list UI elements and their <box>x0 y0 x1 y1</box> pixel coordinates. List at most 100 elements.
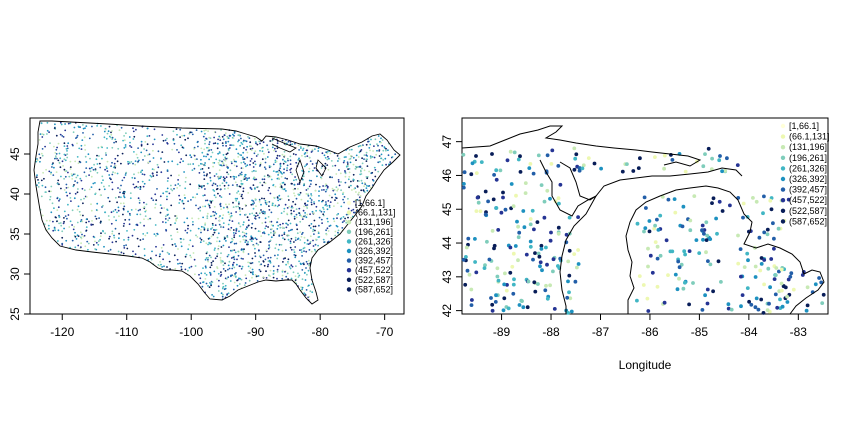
data-point <box>291 265 294 268</box>
data-point <box>213 136 216 139</box>
data-point <box>319 209 321 212</box>
data-point <box>357 156 360 158</box>
data-point <box>309 227 312 229</box>
data-point <box>276 277 278 280</box>
data-point <box>234 181 237 184</box>
data-point <box>223 134 226 137</box>
data-point <box>79 220 82 223</box>
data-point <box>245 277 248 280</box>
data-point <box>208 143 211 146</box>
data-point <box>267 233 270 236</box>
data-point <box>365 158 368 161</box>
data-point <box>129 141 131 144</box>
data-point <box>202 267 204 269</box>
data-point <box>262 276 265 278</box>
data-point <box>145 203 148 206</box>
data-point <box>337 180 340 183</box>
data-point <box>542 199 547 204</box>
data-point <box>754 199 759 204</box>
data-point <box>215 188 218 191</box>
data-point <box>42 171 44 174</box>
data-point <box>104 168 106 171</box>
data-point <box>466 236 471 241</box>
data-point <box>168 192 171 195</box>
lower-peninsula-shore <box>625 185 825 315</box>
data-point <box>181 262 184 265</box>
data-point <box>151 168 154 171</box>
data-point <box>204 164 206 167</box>
data-point <box>94 215 97 218</box>
data-point <box>376 149 378 152</box>
data-point <box>536 251 541 256</box>
data-point <box>511 291 516 296</box>
data-point <box>765 308 770 312</box>
data-point <box>635 221 640 226</box>
data-point <box>240 141 243 144</box>
data-point <box>200 147 203 150</box>
data-point <box>205 129 207 132</box>
data-point <box>42 133 45 136</box>
data-point <box>66 150 68 152</box>
data-point <box>210 264 213 266</box>
data-point <box>69 160 72 163</box>
data-point <box>112 171 114 174</box>
data-point <box>199 241 202 244</box>
data-point <box>149 174 152 177</box>
data-point <box>242 151 245 154</box>
data-point <box>230 226 233 229</box>
data-point <box>130 209 133 211</box>
data-point <box>247 261 250 264</box>
data-point <box>209 172 211 174</box>
data-point <box>181 200 184 203</box>
data-point <box>146 143 149 146</box>
data-point <box>642 229 646 234</box>
data-point <box>261 178 264 181</box>
data-point <box>738 247 743 252</box>
data-point <box>117 187 119 189</box>
data-point <box>99 166 102 169</box>
data-point <box>125 132 127 135</box>
data-point <box>350 209 353 212</box>
data-point <box>103 188 106 191</box>
data-point <box>241 183 244 185</box>
data-point <box>518 154 522 159</box>
data-point <box>193 148 196 150</box>
data-point <box>286 212 288 215</box>
data-point <box>250 188 253 191</box>
data-point <box>239 144 242 147</box>
data-point <box>250 158 253 160</box>
data-point <box>240 154 243 157</box>
data-point <box>298 183 301 185</box>
data-point <box>365 187 368 190</box>
data-point <box>307 243 310 246</box>
data-point <box>567 290 571 295</box>
data-point <box>217 285 220 288</box>
data-point <box>232 229 235 231</box>
data-point <box>219 259 222 261</box>
data-point <box>220 273 223 276</box>
data-point <box>781 284 786 288</box>
data-point <box>539 183 544 188</box>
data-point <box>353 188 355 190</box>
data-point <box>266 201 268 204</box>
data-point <box>143 155 146 157</box>
data-point <box>501 195 505 200</box>
data-point <box>118 196 120 198</box>
data-point <box>321 200 323 203</box>
data-point <box>287 261 289 263</box>
data-point <box>293 179 295 182</box>
data-point <box>188 243 191 246</box>
data-point <box>77 162 80 165</box>
data-point <box>111 173 114 176</box>
data-point <box>254 255 257 258</box>
data-point <box>62 136 65 138</box>
data-point <box>165 190 168 193</box>
data-point <box>241 197 244 200</box>
data-point <box>87 153 90 156</box>
data-point <box>261 197 263 200</box>
data-point <box>294 187 296 190</box>
y-tick-label: 47 <box>440 135 454 149</box>
data-point <box>84 155 87 158</box>
data-point <box>183 194 186 197</box>
data-point <box>303 236 306 239</box>
